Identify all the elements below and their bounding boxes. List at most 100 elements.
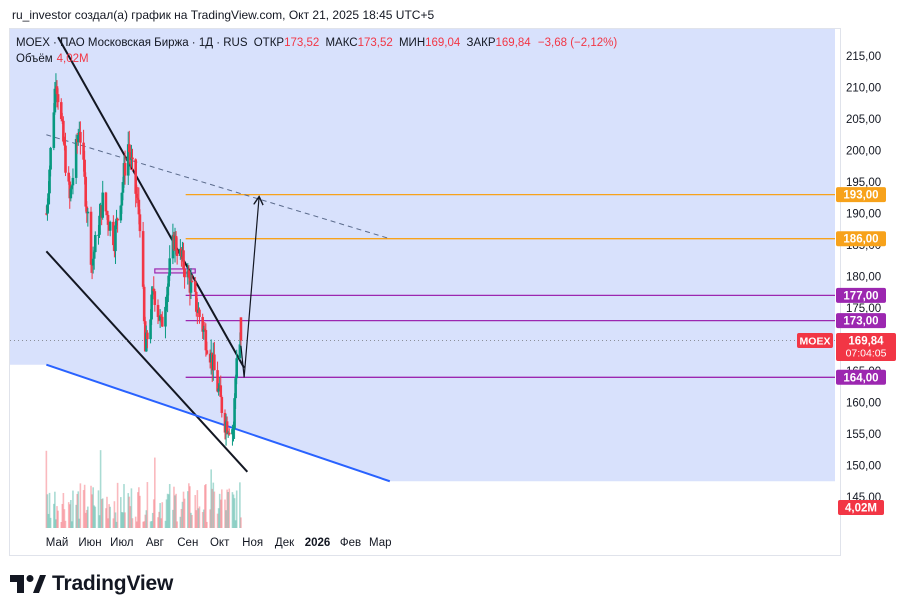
legend-symbol[interactable]: MOEX · ПАО Московская Биржа · 1Д · RUS (16, 37, 248, 49)
candle-body (79, 131, 82, 143)
volume-bar (173, 486, 175, 528)
candle-body (234, 378, 237, 399)
volume-bar (106, 496, 108, 528)
volume-bar (54, 491, 56, 528)
candle-body (63, 141, 66, 146)
volume-bar (114, 512, 117, 528)
level-price-tag (836, 231, 886, 247)
rectangle-zone (154, 268, 196, 274)
candle-body (108, 221, 112, 231)
volume-bar (113, 501, 116, 528)
volume-bar (181, 501, 184, 528)
candle-body (225, 421, 229, 434)
candle-body (97, 234, 100, 236)
legend-high-value: 173,52 (357, 37, 393, 49)
volume-bar (78, 518, 81, 528)
volume-bar (135, 521, 138, 528)
volume-bar (47, 513, 50, 528)
volume-bar (142, 521, 144, 528)
candle-body (193, 281, 197, 292)
volume-bar (206, 521, 208, 528)
candle-body (149, 319, 152, 340)
candle-body (76, 134, 80, 143)
y-tick-label: 210,00 (846, 83, 881, 95)
volume-bar (70, 500, 72, 528)
volume-bar (131, 518, 134, 528)
tradingview-logo[interactable]: TradingView (10, 572, 173, 596)
volume-bar (216, 513, 219, 528)
tradingview-logo-icon (10, 575, 46, 593)
volume-bar (209, 509, 211, 528)
volume-bar (175, 493, 177, 528)
volume-bar (64, 520, 67, 528)
candle-body (45, 213, 48, 215)
volume-bar (57, 510, 59, 528)
volume-bar (62, 493, 65, 528)
trend-line-solid-blue (46, 363, 391, 483)
volume-bar (45, 450, 48, 528)
y-tick-label: 150,00 (846, 461, 881, 473)
volume-bar (129, 506, 132, 528)
candle-body (129, 152, 132, 161)
candle-body (187, 270, 191, 278)
last-price-label: 169,84 (848, 336, 884, 348)
legend-high-label: МАКС (325, 37, 358, 49)
candle-body (146, 332, 149, 340)
candle-body (67, 172, 70, 182)
level-price-label: 164,00 (843, 372, 878, 384)
candle-body (216, 370, 219, 392)
candle-body (141, 231, 145, 287)
volume-bar (227, 491, 229, 528)
volume-bar (90, 485, 92, 528)
legend-low-label: МИН (398, 37, 426, 49)
volume-bar (225, 510, 227, 528)
candle-body (227, 432, 231, 435)
volume-bar (158, 511, 160, 528)
trend-line-dashed (46, 134, 390, 240)
candle-body (128, 144, 131, 153)
candle-body (190, 280, 194, 282)
candle-body (235, 358, 238, 379)
volume-bar (174, 495, 176, 528)
volume-bar (127, 493, 130, 528)
volume-bar (217, 508, 220, 528)
candle-body (152, 288, 156, 292)
legend-open-value: 173,52 (284, 37, 320, 49)
y-tick-label: 190,00 (846, 209, 881, 221)
volume-bar (203, 485, 206, 528)
candle-body (112, 221, 115, 246)
volume-bar (67, 502, 70, 528)
volume-bar (46, 494, 49, 528)
y-tick-label: 195,00 (846, 177, 881, 189)
volume-bar (124, 512, 126, 528)
volume-bar (152, 499, 155, 528)
volume-bar (105, 508, 107, 528)
candle-body (98, 215, 101, 235)
volume-bar (60, 521, 63, 528)
volume-bar (53, 503, 55, 528)
volume-bar (143, 521, 145, 528)
x-tick-label: Сен (177, 537, 198, 549)
candle-body (174, 235, 178, 251)
level-price-tag (836, 187, 886, 203)
volume-bar (228, 488, 231, 528)
candle-body (213, 354, 216, 371)
legend-change: −3,68 (−2,12%) (537, 37, 618, 49)
candle-body (159, 315, 163, 317)
candle-body (204, 330, 208, 351)
y-tick-label: 205,00 (846, 114, 881, 126)
volume-tag-label: 4,02M (845, 503, 877, 515)
volume-bar (137, 492, 139, 528)
volume-bar (93, 505, 96, 528)
volume-bar (128, 496, 131, 528)
volume-bar (91, 494, 93, 528)
volume-bar (55, 519, 57, 528)
candle-body (83, 159, 86, 177)
volume-bar (97, 490, 100, 528)
volume-bar (195, 510, 198, 528)
y-axis: 145,00150,00155,00160,00165,00170,00175,… (846, 51, 881, 504)
volume-bar (159, 503, 161, 528)
volume-bar (85, 509, 88, 528)
y-tick-label: 160,00 (846, 398, 881, 410)
